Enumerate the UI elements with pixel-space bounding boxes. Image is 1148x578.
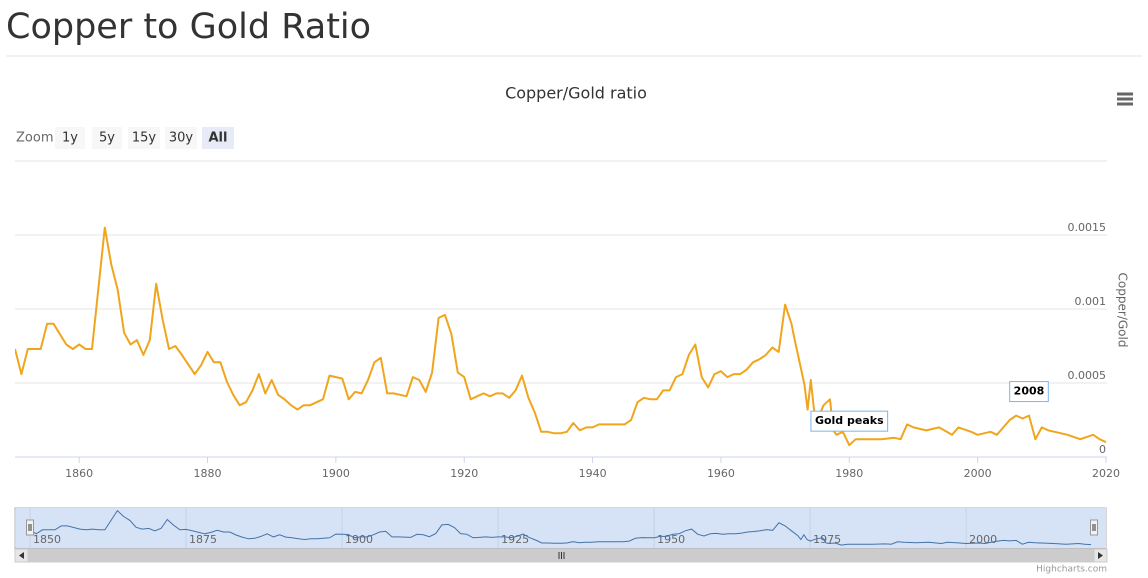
navigator-tick-label: 2000 xyxy=(969,533,997,546)
flag-box xyxy=(1009,381,1049,403)
navigator-handle[interactable] xyxy=(26,519,34,536)
zoom-button[interactable]: 30y xyxy=(165,127,197,149)
zoom-button-label: 15y xyxy=(132,131,157,146)
navigator-handle-body xyxy=(26,519,34,536)
flag: 2008 xyxy=(1009,381,1049,403)
zoom-button[interactable]: 5y xyxy=(92,127,122,149)
zoom-button[interactable]: All xyxy=(202,127,234,149)
chart-title: Copper/Gold ratio xyxy=(505,84,647,103)
navigator-line xyxy=(29,509,1092,546)
zoom-button-label: All xyxy=(209,131,228,146)
zoom-button[interactable]: 1y xyxy=(55,127,85,149)
y-tick-label: 0.0015 xyxy=(1068,221,1107,234)
navigator-tick-label: 1925 xyxy=(501,533,529,546)
flag-label: 2008 xyxy=(1014,385,1045,398)
x-tick-label: 1900 xyxy=(322,467,350,480)
zoom-label: Zoom xyxy=(16,131,53,146)
zoom-button-label: 5y xyxy=(99,131,115,146)
scrollbar[interactable] xyxy=(14,548,1108,563)
x-tick-label: 1920 xyxy=(450,467,478,480)
x-tick-label: 2000 xyxy=(964,467,992,480)
navigator-selection xyxy=(16,508,1106,548)
menu-button[interactable] xyxy=(1112,86,1138,110)
credits[interactable]: Highcharts.com xyxy=(1036,565,1107,575)
zoom-button[interactable]: 15y xyxy=(128,127,160,149)
x-tick-label: 2020 xyxy=(1092,467,1120,480)
zoom-button-bg xyxy=(165,127,197,149)
zoom-button-bg xyxy=(202,127,234,149)
x-tick-label: 1880 xyxy=(194,467,222,480)
flag-label: Gold peaks xyxy=(815,414,884,427)
page-heading: Copper to Gold Ratio xyxy=(6,7,371,47)
zoom-button-label: 1y xyxy=(62,131,78,146)
navigator-handle-grip xyxy=(28,524,32,531)
zoom-button-bg xyxy=(55,127,85,149)
x-tick-label: 1860 xyxy=(65,467,93,480)
x-tick-label: 1940 xyxy=(579,467,607,480)
x-tick-label: 1980 xyxy=(835,467,863,480)
zoom-button-label: 30y xyxy=(169,131,194,146)
navigator-handle[interactable] xyxy=(1090,519,1098,536)
y-axis-title: Copper/Gold xyxy=(1116,273,1130,348)
navigator: 1850 1875 1900 1925 1950 1975 2000 xyxy=(16,508,1106,548)
navigator-tick-label: 1875 xyxy=(189,533,217,546)
data-line xyxy=(15,226,1107,447)
navigator-handle-grip xyxy=(1092,524,1096,531)
flag: Gold peaks xyxy=(810,410,889,432)
y-tick-label: 0 xyxy=(1099,443,1106,456)
navigator-tick-label: 1850 xyxy=(33,533,61,546)
flag-box xyxy=(810,410,889,432)
plot-area xyxy=(15,226,1107,447)
zoom-button-bg xyxy=(92,127,122,149)
zoom-button-bg xyxy=(128,127,160,149)
x-tick-label: 1960 xyxy=(707,467,735,480)
navigator-handle-body xyxy=(1090,519,1098,536)
y-tick-label: 0.0005 xyxy=(1068,369,1107,382)
y-tick-label: 0.001 xyxy=(1075,295,1107,308)
